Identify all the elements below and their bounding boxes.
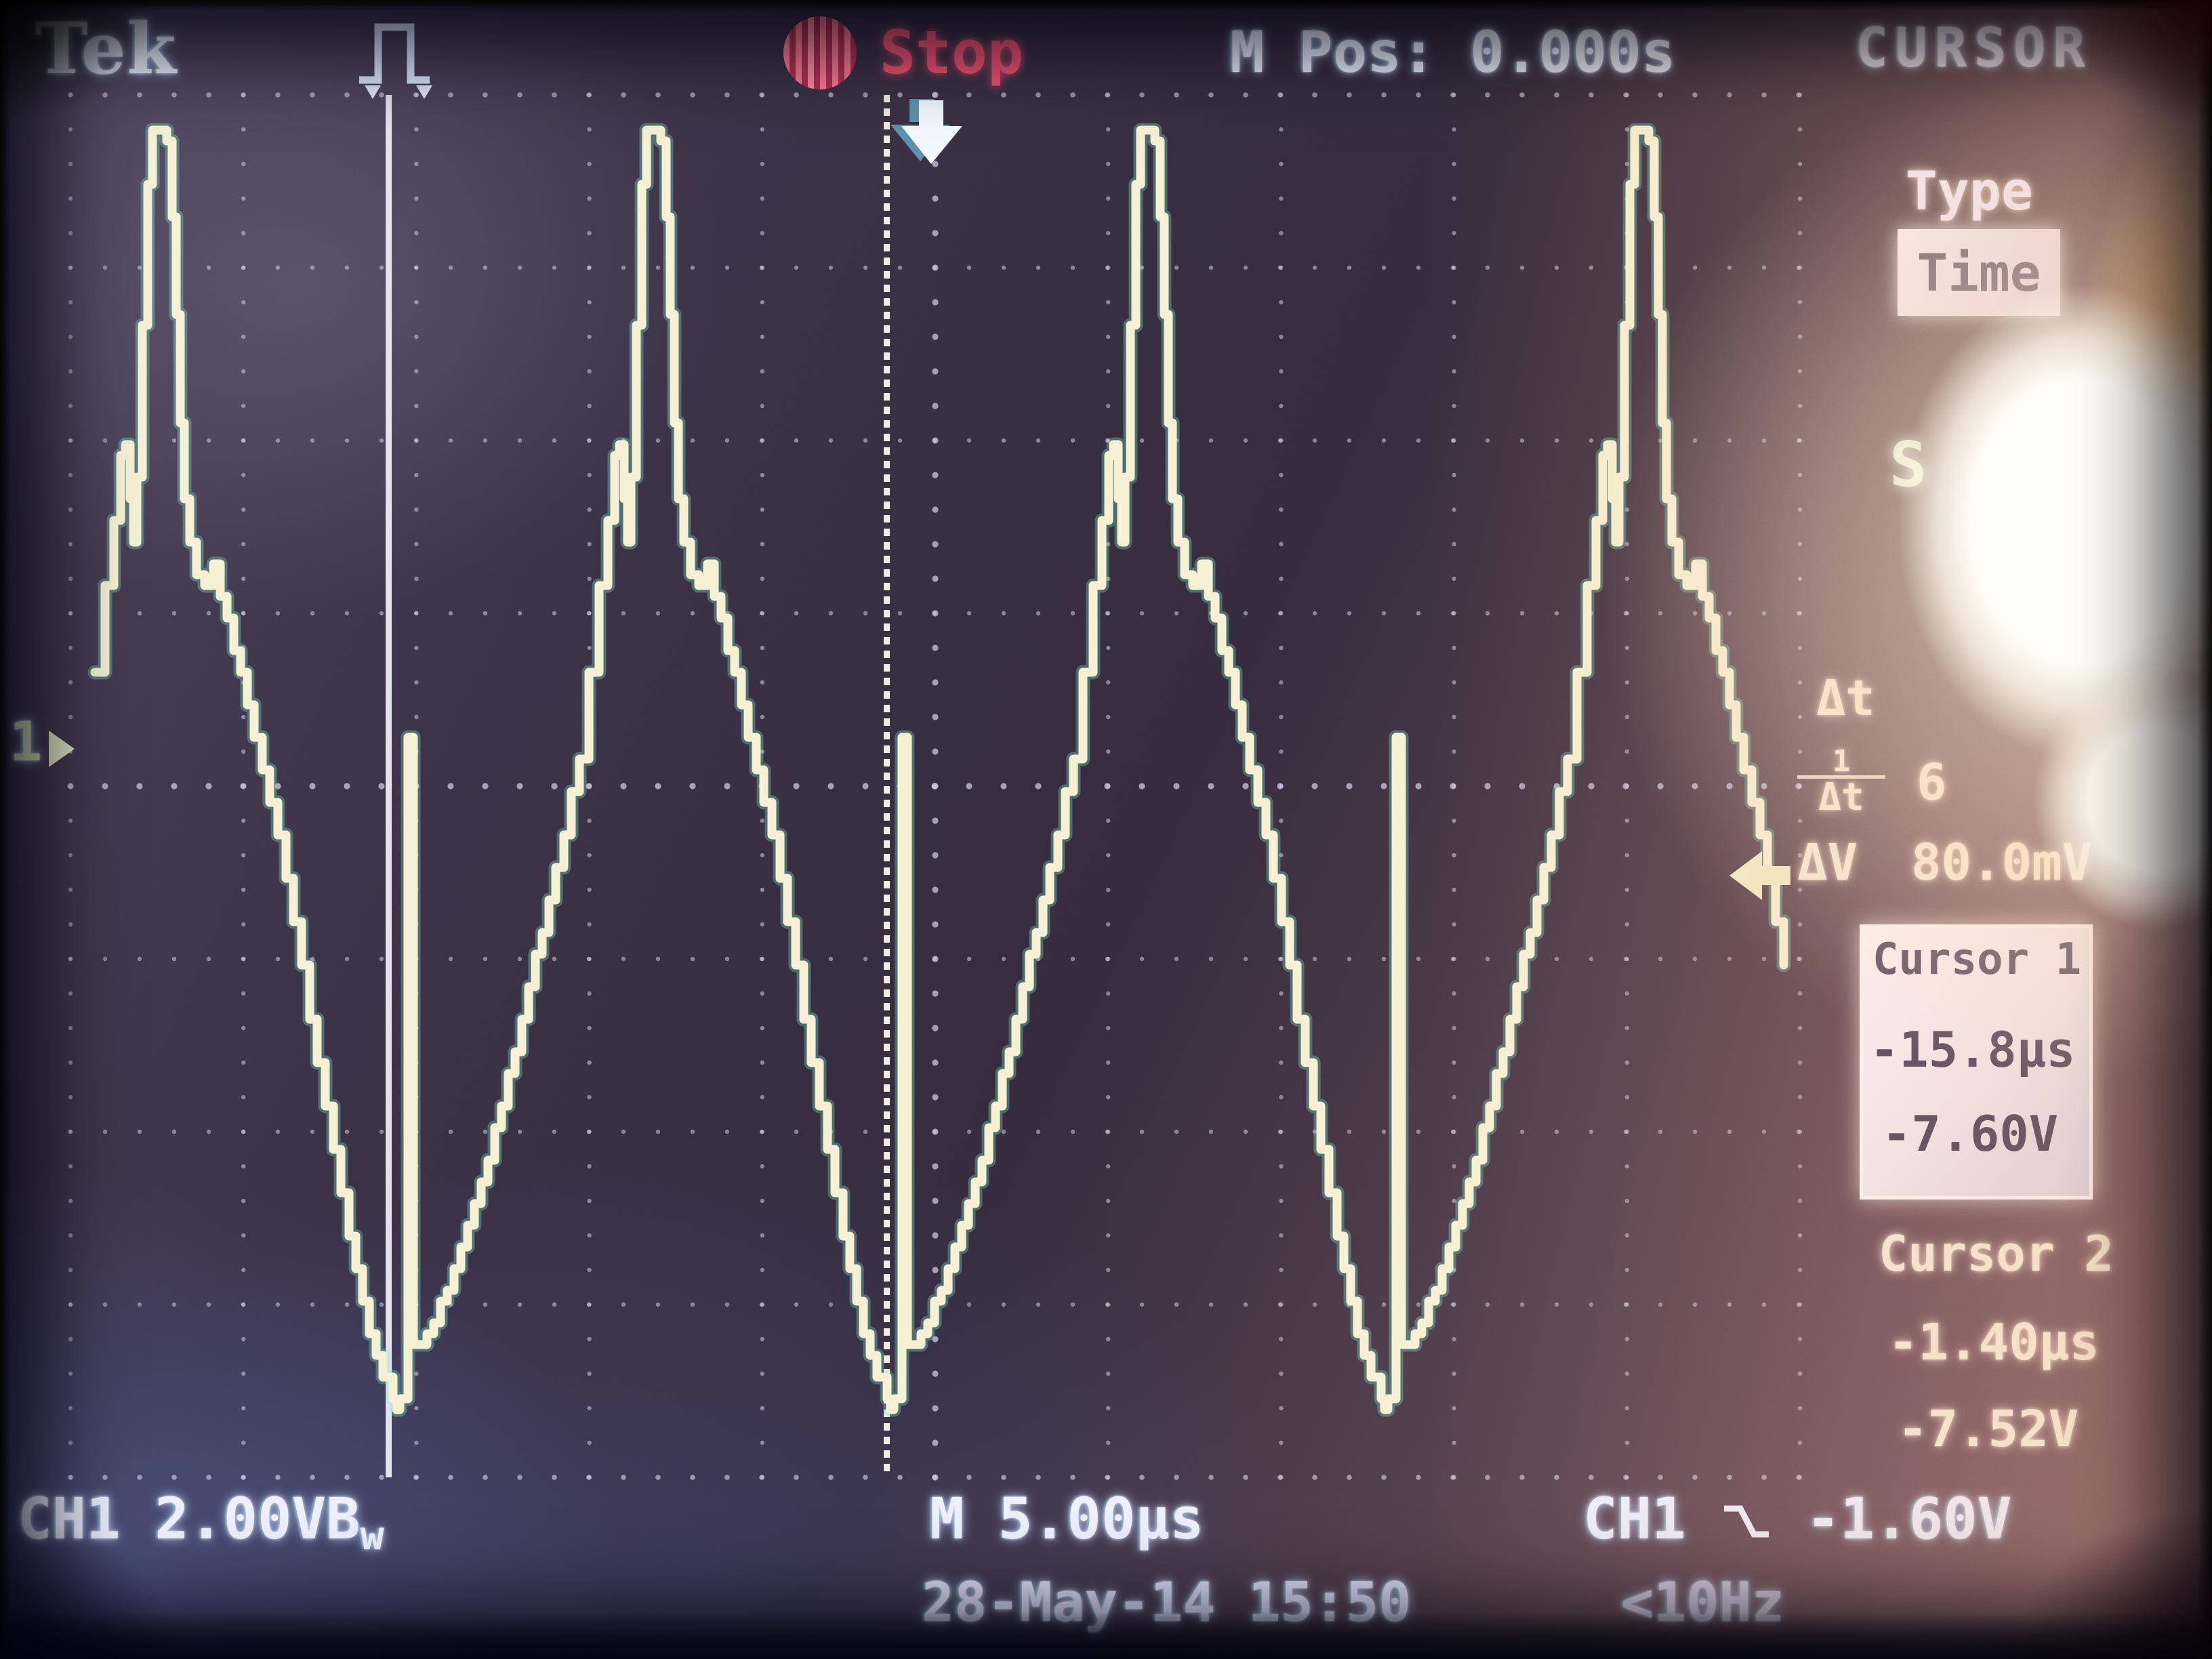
- obscured-menu-item-partial[interactable]: S: [1889, 428, 1927, 501]
